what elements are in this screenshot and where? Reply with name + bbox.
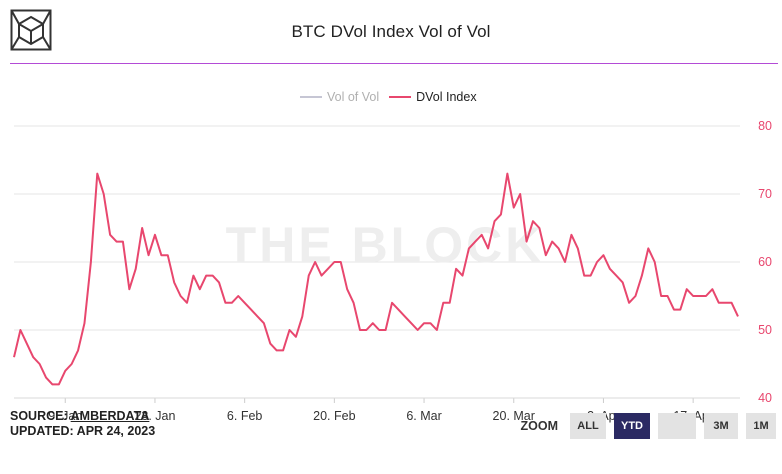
zoom-1m-button[interactable]: 1M bbox=[746, 413, 776, 439]
zoom-label: ZOOM bbox=[520, 419, 559, 433]
y-tick-label: 40 bbox=[758, 391, 772, 405]
y-tick-label: 80 bbox=[758, 119, 772, 133]
chart-legend: Vol of Vol DVol Index bbox=[300, 90, 477, 104]
zoom-ytd-button[interactable]: YTD bbox=[614, 413, 650, 439]
title-divider bbox=[10, 63, 778, 64]
x-tick-label: 23. Jan bbox=[134, 409, 175, 423]
source-info: SOURCE: AMBERDATA UPDATED: APR 24, 2023 bbox=[10, 409, 155, 439]
chart-title: BTC DVol Index Vol of Vol bbox=[291, 22, 491, 41]
legend-swatch-dvol-index bbox=[389, 96, 412, 98]
zoom-blank-button[interactable] bbox=[658, 413, 696, 439]
zoom-all-button[interactable]: ALL bbox=[570, 413, 606, 439]
x-tick-label: 6. Mar bbox=[406, 409, 441, 423]
updated-date: UPDATED: APR 24, 2023 bbox=[10, 424, 156, 438]
legend-label-vol-of-vol: Vol of Vol bbox=[327, 90, 380, 104]
y-tick-label: 60 bbox=[758, 255, 772, 269]
legend-item-vol-of-vol[interactable]: Vol of Vol bbox=[300, 90, 379, 104]
zoom-controls: ZOOM ALL YTD 3M 1M bbox=[520, 413, 776, 439]
x-tick-label: 20. Mar bbox=[493, 409, 535, 423]
the-block-logo-icon bbox=[10, 9, 52, 51]
watermark-text: THE BLOCK bbox=[226, 217, 545, 273]
source-prefix: SOURCE: bbox=[10, 409, 71, 423]
y-tick-label: 50 bbox=[758, 323, 772, 337]
x-tick-label: 20. Feb bbox=[313, 409, 355, 423]
legend-swatch-vol-of-vol bbox=[300, 96, 322, 98]
series-line-dvol-index bbox=[13, 172, 739, 386]
x-tick-label: 6. Feb bbox=[227, 409, 262, 423]
source-link[interactable]: AMBERDATA bbox=[70, 409, 150, 423]
legend-label-dvol-index: DVol Index bbox=[416, 90, 477, 104]
y-tick-label: 70 bbox=[758, 187, 772, 201]
grid-lines bbox=[14, 125, 740, 331]
x-tick-label: 9. Jan bbox=[48, 409, 82, 423]
legend-item-dvol-index[interactable]: DVol Index bbox=[389, 90, 477, 104]
y-axis-ticks: 40 50 60 70 80 bbox=[758, 119, 772, 405]
series-group bbox=[13, 172, 739, 386]
zoom-3m-button[interactable]: 3M bbox=[704, 413, 738, 439]
